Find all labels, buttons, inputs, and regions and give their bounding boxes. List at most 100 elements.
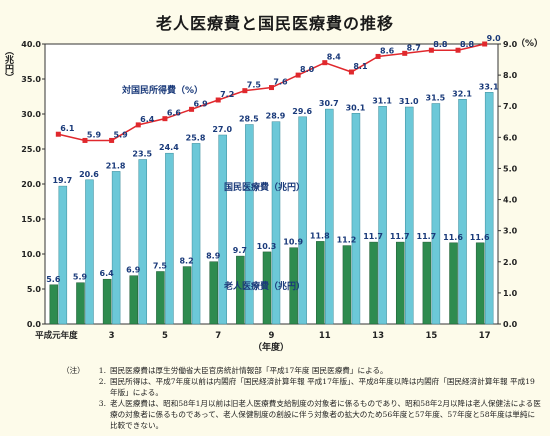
data-label-ratio: 8.8 xyxy=(433,40,448,49)
left-axis-label: （兆円） xyxy=(3,46,15,82)
data-label-elderly: 11.7 xyxy=(363,232,383,241)
bar-national xyxy=(218,134,227,325)
note-number: 1. xyxy=(98,366,106,375)
data-label-national: 29.6 xyxy=(292,107,312,116)
bar-national xyxy=(58,185,68,325)
data-label-ratio: 7.6 xyxy=(273,78,288,87)
bar-national xyxy=(245,124,254,325)
right-tick-label: 6.0 xyxy=(503,133,518,142)
right-tick-label: 2.0 xyxy=(503,258,518,267)
x-tick-label: 平成元年度 xyxy=(35,330,78,341)
bar-elderly xyxy=(49,284,59,325)
ratio-point xyxy=(242,88,248,94)
data-label-national: 30.1 xyxy=(346,103,366,112)
ratio-point xyxy=(295,72,301,78)
x-tick-label: 11 xyxy=(319,331,331,341)
data-label-elderly: 11.6 xyxy=(470,233,490,242)
x-tick-label: 5 xyxy=(162,331,168,341)
bar-elderly xyxy=(102,278,112,325)
ratio-point xyxy=(269,85,274,91)
data-label-elderly: 5.9 xyxy=(73,273,88,282)
data-label-national: 19.7 xyxy=(52,176,72,185)
ratio-point xyxy=(428,47,434,53)
data-label-national: 20.6 xyxy=(79,170,99,179)
x-tick-label: 9 xyxy=(269,331,275,341)
data-label-ratio: 8.1 xyxy=(353,62,368,71)
data-label-elderly: 11.7 xyxy=(390,232,410,241)
bar-elderly xyxy=(76,282,85,325)
ratio-point xyxy=(348,69,354,75)
data-label-national: 27.0 xyxy=(212,125,232,134)
left-tick-label: 40.0 xyxy=(21,40,41,49)
left-tick-label: 10.0 xyxy=(21,250,41,259)
x-tick-label: 7 xyxy=(215,331,221,341)
data-label-ratio: 6.6 xyxy=(167,109,182,118)
bar-elderly xyxy=(369,241,378,325)
left-tick-label: 0.0 xyxy=(27,320,42,329)
data-label-ratio: 8.8 xyxy=(460,40,475,49)
bar-national xyxy=(111,171,121,325)
note-text: 老人医療費は、昭和58年1月以前は旧老人医療費支給制度の対象者に係るものであり、… xyxy=(110,399,541,430)
right-tick-label: 7.0 xyxy=(503,102,518,111)
bar-national xyxy=(165,152,174,325)
left-tick-label: 35.0 xyxy=(21,75,41,84)
chart-title: 老人医療費と国民医療費の推移 xyxy=(155,14,394,33)
data-label-ratio: 8.0 xyxy=(300,65,315,74)
left-tick-label: 25.0 xyxy=(21,145,41,154)
x-tick-label: 17 xyxy=(479,331,491,341)
right-axis-label: （%） xyxy=(516,38,543,49)
data-label-national: 28.9 xyxy=(266,112,286,121)
bar-elderly xyxy=(289,247,298,325)
data-label-elderly: 11.6 xyxy=(443,233,463,242)
right-tick-label: 3.0 xyxy=(503,227,518,236)
note-number: 3. xyxy=(98,399,106,408)
left-tick-label: 15.0 xyxy=(21,215,41,224)
data-label-national: 24.4 xyxy=(159,143,179,152)
data-label-national: 23.5 xyxy=(132,150,152,159)
ratio-point xyxy=(402,50,408,56)
data-label-elderly: 5.6 xyxy=(46,275,61,284)
x-tick-label: 13 xyxy=(372,331,384,341)
ratio-point xyxy=(455,47,461,53)
plot-area xyxy=(44,43,499,325)
data-label-national: 28.5 xyxy=(239,115,259,124)
bar-elderly xyxy=(316,241,325,325)
right-tick-label: 0.0 xyxy=(503,320,518,329)
bar-national xyxy=(431,103,441,325)
note-text: 国民医療費は厚生労働省大臣官房統計情報部「平成17年度 国民医療費」による。 xyxy=(110,366,388,375)
bar-national xyxy=(138,159,148,325)
bar-elderly xyxy=(182,266,192,325)
bar-national xyxy=(378,106,387,325)
value-labels-layer: 5.6 19.7 5.9 20.6 6.4 21.8 6.9 23.5 7.5 24.4 8.2 25… xyxy=(46,82,499,283)
notes: （注） 1. 国民医療費は厚生労働省大臣官房統計情報部「平成17年度 国民医療費… xyxy=(62,365,542,431)
left-tick-label: 30.0 xyxy=(21,110,41,119)
series-label-ratio: 対国民所得費（%） xyxy=(121,84,203,96)
axes-layer: 平成元年度 3 5 7 9 11 13 15 17 0.0 5.0 10.0 15.0 20.0 25.0 3… xyxy=(21,40,517,341)
ratio-point xyxy=(82,137,88,143)
bar-elderly xyxy=(475,242,485,325)
bar-national xyxy=(325,108,334,325)
data-label-ratio: 7.5 xyxy=(247,81,262,90)
bar-elderly xyxy=(156,271,165,325)
data-label-elderly: 11.8 xyxy=(310,231,330,240)
data-label-elderly: 10.9 xyxy=(283,238,303,247)
data-label-ratio: 6.4 xyxy=(140,115,155,124)
data-label-national: 30.7 xyxy=(319,99,339,108)
x-tick-label: 15 xyxy=(425,331,437,341)
bar-national xyxy=(298,116,307,325)
bar-elderly xyxy=(342,245,352,325)
bar-national xyxy=(271,121,281,325)
ratio-point xyxy=(135,122,141,128)
data-label-elderly: 6.4 xyxy=(100,269,115,278)
ratio-line-layer: 6.1 5.9 5.9 6.4 6.6 6.9 7.2 7.5 7.6 8.0 8.4 8.1 8.6 8… xyxy=(55,34,501,143)
data-label-elderly: 7.5 xyxy=(153,262,168,271)
ratio-point xyxy=(322,60,328,66)
data-label-elderly: 8.9 xyxy=(206,252,221,261)
data-label-elderly: 11.2 xyxy=(337,236,357,245)
notes-head: （注） xyxy=(62,366,85,375)
data-label-ratio: 7.2 xyxy=(220,90,234,99)
bar-elderly xyxy=(422,241,432,325)
right-tick-label: 9.0 xyxy=(503,40,518,49)
